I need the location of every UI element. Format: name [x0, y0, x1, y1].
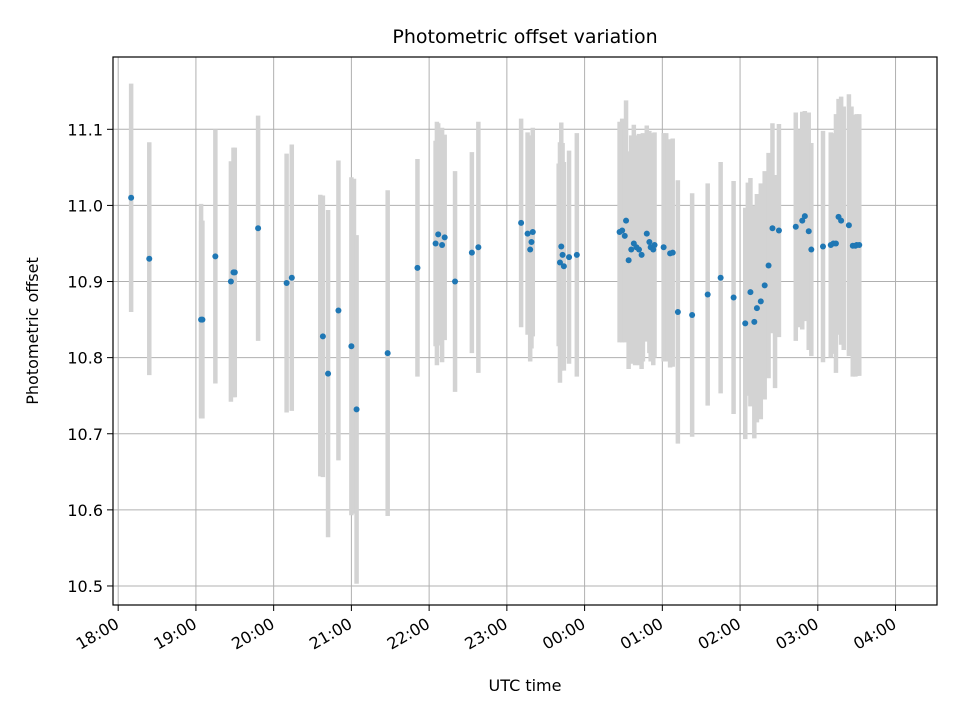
chart-title: Photometric offset variation	[392, 26, 657, 48]
data-point	[660, 244, 667, 251]
data-point	[414, 264, 421, 271]
data-point	[527, 246, 534, 253]
data-point	[128, 194, 135, 201]
data-point	[441, 234, 448, 241]
data-point	[801, 213, 808, 220]
data-point	[638, 251, 645, 258]
data-point	[856, 241, 863, 248]
data-point	[231, 269, 238, 276]
y-tick-label: 11.0	[67, 196, 103, 215]
y-tick-label: 11.1	[67, 120, 103, 139]
data-point	[832, 240, 839, 247]
data-point	[769, 225, 776, 232]
data-point	[435, 231, 442, 238]
data-point	[625, 257, 632, 264]
data-point	[432, 240, 439, 247]
data-point	[623, 217, 630, 224]
data-point	[761, 282, 768, 289]
data-point	[283, 280, 290, 287]
data-point	[805, 228, 812, 235]
data-point	[651, 241, 658, 248]
data-point	[468, 249, 475, 256]
plot-frame	[112, 56, 938, 606]
data-point	[751, 318, 758, 325]
data-point	[518, 219, 525, 226]
data-point	[529, 229, 536, 236]
data-point	[775, 227, 782, 234]
data-point	[621, 232, 628, 239]
y-axis-ticks: 10.5 10.6 10.7 10.8 10.9 11.0 11.1	[67, 120, 113, 596]
data-point	[528, 238, 535, 245]
data-point	[636, 246, 643, 253]
data-point	[255, 225, 262, 232]
data-point	[566, 254, 573, 261]
data-point	[819, 243, 826, 250]
data-point	[747, 289, 754, 296]
data-point	[573, 251, 580, 258]
y-axis-label: Photometric offset	[23, 257, 42, 405]
y-tick-label: 10.7	[67, 425, 103, 444]
data-point	[348, 343, 355, 350]
data-point	[757, 298, 764, 305]
data-point	[619, 227, 626, 234]
data-point	[669, 249, 676, 256]
data-point	[353, 406, 360, 413]
data-point	[628, 246, 635, 253]
data-point	[730, 294, 737, 301]
data-point	[475, 244, 482, 251]
data-point	[742, 320, 749, 327]
x-axis-label: UTC time	[489, 676, 562, 695]
data-point	[765, 262, 772, 269]
data-point	[199, 316, 206, 323]
data-point	[524, 230, 531, 237]
data-point	[838, 217, 845, 224]
data-point	[559, 251, 566, 258]
data-point	[212, 253, 219, 260]
data-point	[753, 305, 760, 312]
data-point	[560, 263, 567, 270]
data-point	[319, 333, 326, 340]
data-points	[128, 194, 863, 413]
data-point	[146, 255, 153, 262]
data-point	[689, 312, 696, 319]
data-point	[325, 370, 332, 377]
data-point	[674, 308, 681, 315]
y-tick-label: 10.5	[67, 577, 103, 596]
data-point	[335, 307, 342, 314]
y-tick-label: 10.9	[67, 273, 103, 292]
data-point	[439, 241, 446, 248]
data-point	[799, 217, 806, 224]
data-point	[646, 238, 653, 245]
data-point	[384, 350, 391, 357]
data-point	[717, 274, 724, 281]
data-point	[792, 223, 799, 230]
data-point	[452, 278, 459, 285]
data-point	[227, 278, 234, 285]
data-point	[650, 246, 657, 253]
data-point	[845, 222, 852, 229]
data-point	[643, 230, 650, 237]
y-tick-label: 10.8	[67, 349, 103, 368]
data-point	[288, 274, 295, 281]
data-point	[558, 243, 565, 250]
y-tick-label: 10.6	[67, 501, 103, 520]
data-point	[704, 291, 711, 298]
data-point	[556, 259, 563, 266]
data-point	[808, 246, 815, 253]
